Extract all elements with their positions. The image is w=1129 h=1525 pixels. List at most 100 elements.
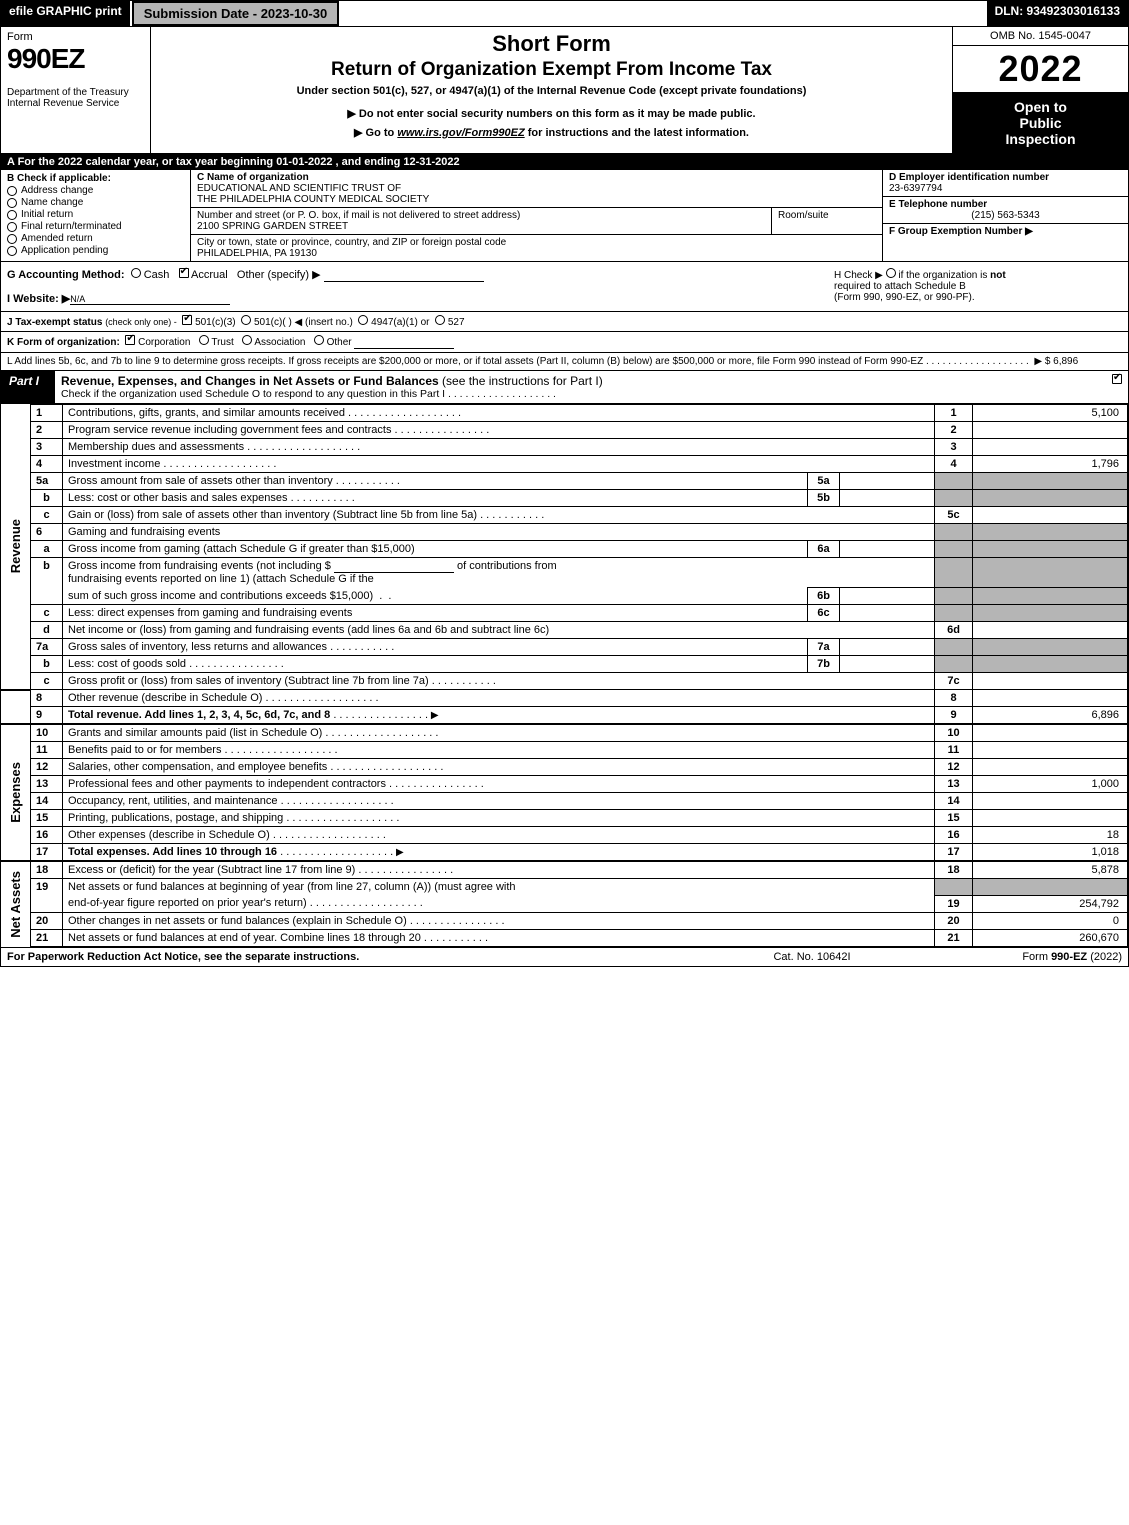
val-line18: 5,878: [973, 861, 1128, 879]
val-line9: 6,896: [973, 707, 1128, 725]
val-6c: [840, 605, 935, 622]
side-expenses: Expenses: [6, 760, 25, 825]
section-bcd: B Check if applicable: Address change Na…: [1, 170, 1128, 262]
d-label: D Employer identification number: [889, 172, 1122, 183]
section-ghi: G Accounting Method: Cash Accrual Other …: [1, 262, 1128, 312]
val-line4: 1,796: [973, 456, 1128, 473]
c-label-addr: Number and street (or P. O. box, if mail…: [197, 210, 765, 221]
val-7a: [840, 639, 935, 656]
org-name-2: THE PHILADELPHIA COUNTY MEDICAL SOCIETY: [197, 194, 876, 205]
val-5c: [973, 507, 1128, 524]
val-line3: [973, 439, 1128, 456]
val-line15: [973, 810, 1128, 827]
val-line11: [973, 742, 1128, 759]
val-line1: 5,100: [973, 405, 1128, 422]
form-number: 990EZ: [7, 43, 144, 75]
chk-501c[interactable]: [241, 315, 251, 325]
paperwork-notice: For Paperwork Reduction Act Notice, see …: [7, 951, 682, 963]
row-i: I Website: ▶N/A: [7, 292, 822, 305]
row-k: K Form of organization: Corporation Trus…: [1, 332, 1128, 353]
e-label: E Telephone number: [889, 199, 1122, 210]
val-line12: [973, 759, 1128, 776]
cat-no: Cat. No. 10642I: [682, 951, 942, 963]
c-label-name: C Name of organization: [197, 172, 876, 183]
side-revenue: Revenue: [6, 517, 25, 575]
val-line10: [973, 724, 1128, 742]
street-address: 2100 SPRING GARDEN STREET: [197, 221, 765, 232]
row-j: J Tax-exempt status (check only one) - 5…: [1, 312, 1128, 332]
val-line19: 254,792: [973, 895, 1128, 912]
b-title: B Check if applicable:: [7, 173, 184, 184]
chk-initial-return[interactable]: [7, 210, 17, 220]
chk-application-pending[interactable]: [7, 246, 17, 256]
chk-other-org[interactable]: [314, 335, 324, 345]
val-7c: [973, 673, 1128, 690]
form-990ez-page: efile GRAPHIC print Submission Date - 20…: [0, 0, 1129, 967]
section-d: D Employer identification number 23-6397…: [883, 170, 1128, 261]
return-title: Return of Organization Exempt From Incom…: [157, 59, 946, 81]
org-name-1: EDUCATIONAL AND SCIENTIFIC TRUST OF: [197, 183, 876, 194]
chk-h-not-required[interactable]: [886, 268, 896, 278]
dln: DLN: 93492303016133: [987, 1, 1128, 26]
chk-final-return[interactable]: [7, 222, 17, 232]
irs-link[interactable]: www.irs.gov/Form990EZ: [397, 127, 524, 139]
val-6a: [840, 541, 935, 558]
tax-year: 2022: [953, 46, 1128, 93]
website-value: N/A: [70, 294, 230, 305]
efile-label: efile GRAPHIC print: [1, 1, 130, 26]
c-label-city: City or town, state or province, country…: [197, 237, 876, 248]
row-h: H Check ▶ if the organization is not req…: [828, 262, 1128, 311]
val-line14: [973, 793, 1128, 810]
row-g: G Accounting Method: Cash Accrual Other …: [7, 268, 822, 282]
ein: 23-6397794: [889, 183, 1122, 194]
chk-schedule-o-part1[interactable]: [1112, 374, 1122, 384]
val-line20: 0: [973, 912, 1128, 929]
part-i-tab: Part I: [1, 371, 55, 403]
chk-name-change[interactable]: [7, 198, 17, 208]
val-line16: 18: [973, 827, 1128, 844]
val-6b: [840, 588, 935, 605]
form-word: Form: [7, 31, 144, 43]
under-section: Under section 501(c), 527, or 4947(a)(1)…: [157, 85, 946, 97]
row-a-tax-year: A For the 2022 calendar year, or tax yea…: [1, 154, 1128, 170]
chk-501c3[interactable]: [182, 315, 192, 325]
short-form-title: Short Form: [157, 31, 946, 57]
open-public-inspection: Open to Public Inspection: [953, 93, 1128, 153]
topbar: efile GRAPHIC print Submission Date - 20…: [1, 1, 1128, 27]
chk-address-change[interactable]: [7, 186, 17, 196]
row-l: L Add lines 5b, 6c, and 7b to line 9 to …: [1, 353, 1128, 371]
chk-corporation[interactable]: [125, 335, 135, 345]
omb-number: OMB No. 1545-0047: [953, 27, 1128, 46]
f-label: F Group Exemption Number ▶: [889, 226, 1033, 237]
chk-cash[interactable]: [131, 268, 141, 278]
val-5a: [840, 473, 935, 490]
form-header: Form 990EZ Department of the Treasury In…: [1, 27, 1128, 154]
form-ref: Form 990-EZ (2022): [942, 951, 1122, 963]
chk-amended-return[interactable]: [7, 234, 17, 244]
chk-trust[interactable]: [199, 335, 209, 345]
telephone: (215) 563-5343: [889, 210, 1122, 221]
side-net-assets: Net Assets: [6, 869, 25, 940]
do-not-ssn: ▶ Do not enter social security numbers o…: [157, 107, 946, 120]
l-amount: ▶ $ 6,896: [1034, 356, 1078, 367]
goto-line: ▶ Go to www.irs.gov/Form990EZ for instru…: [157, 126, 946, 139]
chk-527[interactable]: [435, 315, 445, 325]
room-label: Room/suite: [778, 210, 876, 221]
chk-4947a1[interactable]: [358, 315, 368, 325]
val-line13: 1,000: [973, 776, 1128, 793]
submission-date: Submission Date - 2023-10-30: [132, 1, 340, 26]
chk-accrual[interactable]: [179, 268, 189, 278]
section-c: C Name of organization EDUCATIONAL AND S…: [191, 170, 883, 261]
chk-association[interactable]: [242, 335, 252, 345]
val-line21: 260,670: [973, 929, 1128, 946]
part-i-table: Revenue 1 Contributions, gifts, grants, …: [1, 404, 1128, 947]
val-line17: 1,018: [973, 844, 1128, 862]
val-7b: [840, 656, 935, 673]
val-5b: [840, 490, 935, 507]
val-line8: [973, 690, 1128, 707]
department: Department of the Treasury Internal Reve…: [7, 87, 144, 109]
val-line2: [973, 422, 1128, 439]
page-footer: For Paperwork Reduction Act Notice, see …: [1, 947, 1128, 966]
section-b: B Check if applicable: Address change Na…: [1, 170, 191, 261]
val-6d: [973, 622, 1128, 639]
